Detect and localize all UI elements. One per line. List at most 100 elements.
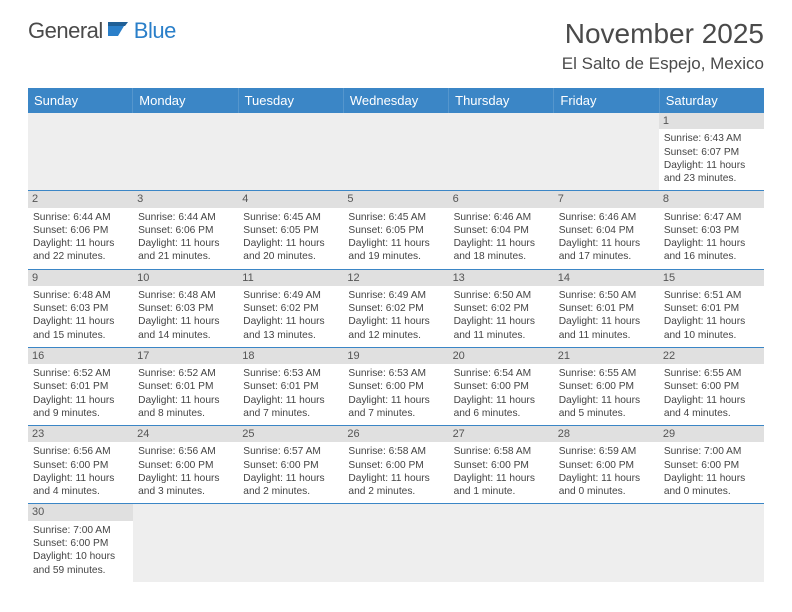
calendar-cell: 17Sunrise: 6:52 AMSunset: 6:01 PMDayligh… xyxy=(133,348,238,425)
sunrise-text: Sunrise: 6:49 AM xyxy=(348,289,443,302)
calendar-cell: 2Sunrise: 6:44 AMSunset: 6:06 PMDaylight… xyxy=(28,191,133,268)
sunset-text: Sunset: 6:00 PM xyxy=(454,380,549,393)
sunrise-text: Sunrise: 6:59 AM xyxy=(559,445,654,458)
sunset-text: Sunset: 6:05 PM xyxy=(348,224,443,237)
daylight-text: Daylight: 11 hours and 11 minutes. xyxy=(559,315,654,342)
sunrise-text: Sunrise: 7:00 AM xyxy=(664,445,759,458)
calendar-cell: 8Sunrise: 6:47 AMSunset: 6:03 PMDaylight… xyxy=(659,191,764,268)
date-number: 26 xyxy=(343,426,448,442)
daylight-text: Daylight: 11 hours and 17 minutes. xyxy=(559,237,654,264)
daylight-text: Daylight: 11 hours and 10 minutes. xyxy=(664,315,759,342)
daylight-text: Daylight: 11 hours and 15 minutes. xyxy=(33,315,128,342)
date-number: 13 xyxy=(449,270,554,286)
date-number: 5 xyxy=(343,191,448,207)
date-number: 10 xyxy=(133,270,238,286)
calendar-cell: 25Sunrise: 6:57 AMSunset: 6:00 PMDayligh… xyxy=(238,426,343,503)
month-title: November 2025 xyxy=(562,18,764,50)
sunset-text: Sunset: 6:00 PM xyxy=(33,537,128,550)
daylight-text: Daylight: 11 hours and 16 minutes. xyxy=(664,237,759,264)
week-row: 9Sunrise: 6:48 AMSunset: 6:03 PMDaylight… xyxy=(28,270,764,348)
daylight-text: Daylight: 11 hours and 0 minutes. xyxy=(559,472,654,499)
day-header: Thursday xyxy=(449,88,554,113)
date-number: 27 xyxy=(449,426,554,442)
calendar-cell: 24Sunrise: 6:56 AMSunset: 6:00 PMDayligh… xyxy=(133,426,238,503)
sunset-text: Sunset: 6:00 PM xyxy=(243,459,338,472)
daylight-text: Daylight: 10 hours and 59 minutes. xyxy=(33,550,128,577)
calendar-cell: 23Sunrise: 6:56 AMSunset: 6:00 PMDayligh… xyxy=(28,426,133,503)
daylight-text: Daylight: 11 hours and 0 minutes. xyxy=(664,472,759,499)
calendar-cell: 21Sunrise: 6:55 AMSunset: 6:00 PMDayligh… xyxy=(554,348,659,425)
calendar-cell-empty xyxy=(554,113,659,190)
sunrise-text: Sunrise: 6:54 AM xyxy=(454,367,549,380)
day-header: Saturday xyxy=(660,88,764,113)
header: General Blue November 2025 El Salto de E… xyxy=(0,0,792,82)
sunset-text: Sunset: 6:05 PM xyxy=(243,224,338,237)
calendar-cell: 14Sunrise: 6:50 AMSunset: 6:01 PMDayligh… xyxy=(554,270,659,347)
sunset-text: Sunset: 6:01 PM xyxy=(664,302,759,315)
sunrise-text: Sunrise: 6:51 AM xyxy=(664,289,759,302)
day-header: Monday xyxy=(133,88,238,113)
sunrise-text: Sunrise: 6:56 AM xyxy=(138,445,233,458)
sunrise-text: Sunrise: 6:58 AM xyxy=(454,445,549,458)
date-number: 24 xyxy=(133,426,238,442)
calendar-cell-empty xyxy=(449,504,554,581)
date-number: 7 xyxy=(554,191,659,207)
sunset-text: Sunset: 6:00 PM xyxy=(559,380,654,393)
date-number: 20 xyxy=(449,348,554,364)
date-number: 6 xyxy=(449,191,554,207)
sunset-text: Sunset: 6:01 PM xyxy=(243,380,338,393)
date-number: 25 xyxy=(238,426,343,442)
date-number: 21 xyxy=(554,348,659,364)
date-number: 12 xyxy=(343,270,448,286)
sunrise-text: Sunrise: 6:46 AM xyxy=(559,211,654,224)
daylight-text: Daylight: 11 hours and 7 minutes. xyxy=(243,394,338,421)
date-number: 19 xyxy=(343,348,448,364)
calendar-cell: 26Sunrise: 6:58 AMSunset: 6:00 PMDayligh… xyxy=(343,426,448,503)
daylight-text: Daylight: 11 hours and 5 minutes. xyxy=(559,394,654,421)
calendar-cell: 18Sunrise: 6:53 AMSunset: 6:01 PMDayligh… xyxy=(238,348,343,425)
sunset-text: Sunset: 6:00 PM xyxy=(348,459,443,472)
calendar-cell: 3Sunrise: 6:44 AMSunset: 6:06 PMDaylight… xyxy=(133,191,238,268)
week-row: 16Sunrise: 6:52 AMSunset: 6:01 PMDayligh… xyxy=(28,348,764,426)
daylight-text: Daylight: 11 hours and 3 minutes. xyxy=(138,472,233,499)
sunset-text: Sunset: 6:07 PM xyxy=(664,146,759,159)
date-number: 15 xyxy=(659,270,764,286)
sunrise-text: Sunrise: 6:44 AM xyxy=(138,211,233,224)
sunrise-text: Sunrise: 6:44 AM xyxy=(33,211,128,224)
date-number: 29 xyxy=(659,426,764,442)
calendar-cell-empty xyxy=(238,504,343,581)
sunset-text: Sunset: 6:00 PM xyxy=(348,380,443,393)
day-header: Tuesday xyxy=(239,88,344,113)
calendar-cell-empty xyxy=(238,113,343,190)
sunrise-text: Sunrise: 6:45 AM xyxy=(348,211,443,224)
calendar-cell: 12Sunrise: 6:49 AMSunset: 6:02 PMDayligh… xyxy=(343,270,448,347)
calendar-cell: 11Sunrise: 6:49 AMSunset: 6:02 PMDayligh… xyxy=(238,270,343,347)
calendar-cell: 4Sunrise: 6:45 AMSunset: 6:05 PMDaylight… xyxy=(238,191,343,268)
calendar-cell: 28Sunrise: 6:59 AMSunset: 6:00 PMDayligh… xyxy=(554,426,659,503)
daylight-text: Daylight: 11 hours and 8 minutes. xyxy=(138,394,233,421)
sunrise-text: Sunrise: 6:48 AM xyxy=(33,289,128,302)
calendar-cell: 15 Sunrise: 6:51 AMSunset: 6:01 PMDayligh… xyxy=(659,270,764,347)
daylight-text: Daylight: 11 hours and 19 minutes. xyxy=(348,237,443,264)
calendar: SundayMondayTuesdayWednesdayThursdayFrid… xyxy=(28,88,764,582)
sunrise-text: Sunrise: 6:57 AM xyxy=(243,445,338,458)
sunset-text: Sunset: 6:01 PM xyxy=(559,302,654,315)
calendar-cell: 19Sunrise: 6:53 AMSunset: 6:00 PMDayligh… xyxy=(343,348,448,425)
calendar-cell: 7Sunrise: 6:46 AMSunset: 6:04 PMDaylight… xyxy=(554,191,659,268)
daylight-text: Daylight: 11 hours and 11 minutes. xyxy=(454,315,549,342)
calendar-cell: 20Sunrise: 6:54 AMSunset: 6:00 PMDayligh… xyxy=(449,348,554,425)
date-number: 17 xyxy=(133,348,238,364)
title-block: November 2025 El Salto de Espejo, Mexico xyxy=(562,18,764,74)
date-number: 8 xyxy=(659,191,764,207)
sunrise-text: Sunrise: 6:58 AM xyxy=(348,445,443,458)
sunset-text: Sunset: 6:01 PM xyxy=(138,380,233,393)
calendar-cell-empty xyxy=(133,113,238,190)
logo-text-general: General xyxy=(28,18,103,44)
calendar-cell: 10Sunrise: 6:48 AMSunset: 6:03 PMDayligh… xyxy=(133,270,238,347)
calendar-cell: 13Sunrise: 6:50 AMSunset: 6:02 PMDayligh… xyxy=(449,270,554,347)
day-header: Wednesday xyxy=(344,88,449,113)
sunset-text: Sunset: 6:04 PM xyxy=(454,224,549,237)
date-number: 11 xyxy=(238,270,343,286)
week-row: 30Sunrise: 7:00 AMSunset: 6:00 PMDayligh… xyxy=(28,504,764,581)
day-header: Friday xyxy=(554,88,659,113)
